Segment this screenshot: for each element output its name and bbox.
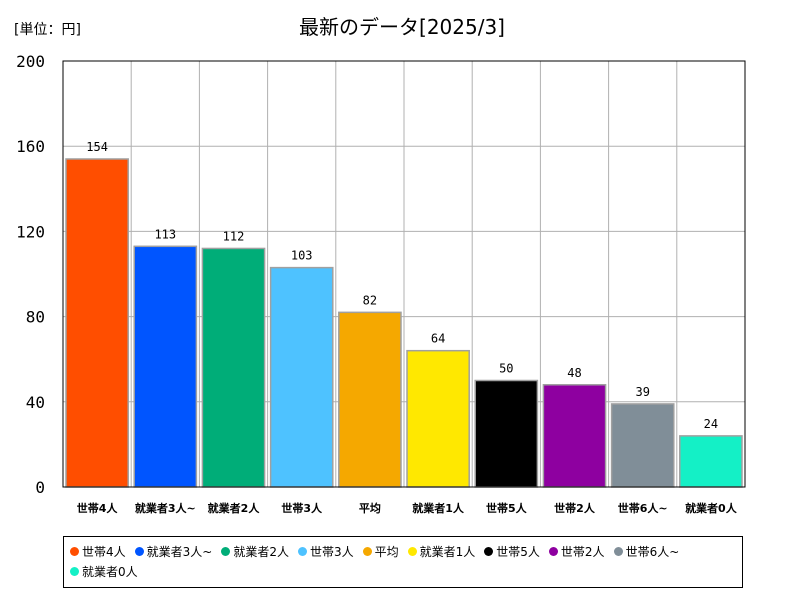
bar xyxy=(269,266,334,488)
data-label: 39 xyxy=(635,385,649,399)
legend-label: 就業者0人 xyxy=(82,564,138,579)
data-label: 113 xyxy=(154,227,176,241)
legend-label: 世帯6人~ xyxy=(625,544,680,559)
legend-label: 世帯3人 xyxy=(309,544,354,559)
x-tick-label: 世帯3人 xyxy=(281,501,323,515)
legend-item: 世帯6人~ xyxy=(613,541,680,561)
x-tick-label: 就業者3人~ xyxy=(135,501,196,515)
bar xyxy=(542,384,607,488)
legend-label: 就業者3人~ xyxy=(146,544,213,559)
legend: 世帯4人 就業者3人~ 就業者2人 世帯3人 平均 就業者1人 世帯5人 世帯2人 世帯6人~ 就… xyxy=(63,536,743,588)
bars xyxy=(65,158,743,488)
data-label: 24 xyxy=(704,417,718,431)
x-tick-label: 世帯5人 xyxy=(486,501,528,515)
y-axis-ticks: 0 40 80 120 160 200 xyxy=(16,52,45,497)
bar xyxy=(474,379,539,488)
legend-item: 就業者3人~ xyxy=(134,541,213,561)
legend-item: 世帯3人 xyxy=(297,541,354,561)
legend-item: 就業者1人 xyxy=(407,541,476,561)
legend-item: 平均 xyxy=(362,541,399,561)
legend-marker xyxy=(221,546,231,556)
legend-marker xyxy=(484,546,494,556)
data-labels: 154 113 112 103 82 64 50 48 39 24 xyxy=(86,140,718,431)
legend-marker xyxy=(134,546,144,556)
y-tick-label: 80 xyxy=(26,308,45,327)
legend-marker xyxy=(407,546,417,556)
legend-marker xyxy=(613,546,623,556)
x-tick-label: 就業者1人 xyxy=(412,501,465,515)
bar xyxy=(133,245,198,488)
bar xyxy=(201,247,266,488)
legend-marker xyxy=(70,546,79,556)
data-label: 50 xyxy=(499,362,513,376)
x-tick-label: 平均 xyxy=(359,501,381,515)
legend-label: 平均 xyxy=(374,544,399,559)
y-tick-label: 160 xyxy=(16,137,45,156)
legend-label: 就業者1人 xyxy=(419,544,476,559)
data-label: 112 xyxy=(223,229,245,243)
y-tick-label: 0 xyxy=(35,478,45,497)
legend-marker xyxy=(297,546,307,556)
legend-marker xyxy=(70,566,79,576)
plot-area-frame xyxy=(62,60,746,488)
bar xyxy=(679,435,743,488)
unit-label: [単位：円] xyxy=(14,22,81,38)
legend-label: 世帯5人 xyxy=(496,544,540,559)
x-axis-ticks: 世帯4人 就業者3人~ 就業者2人 世帯3人 平均 就業者1人 世帯5人 世帯2人 世帯6人~ 就… xyxy=(77,501,738,515)
bar xyxy=(610,403,675,488)
legend-label: 就業者2人 xyxy=(233,544,289,559)
y-tick-label: 120 xyxy=(16,222,45,241)
bar xyxy=(406,349,470,488)
x-tick-label: 世帯4人 xyxy=(77,501,119,515)
legend-label: 世帯4人 xyxy=(82,544,126,559)
y-tick-label: 40 xyxy=(26,393,45,412)
x-tick-label: 就業者0人 xyxy=(685,501,738,515)
data-label: 103 xyxy=(291,249,313,263)
data-label: 82 xyxy=(363,293,377,307)
data-label: 64 xyxy=(431,332,445,346)
legend-marker xyxy=(362,546,372,556)
y-tick-label: 200 xyxy=(16,52,45,71)
legend-item: 世帯4人 xyxy=(70,541,126,561)
legend-item: 世帯5人 xyxy=(484,541,540,561)
data-label: 48 xyxy=(567,366,581,380)
legend-item: 就業者0人 xyxy=(70,561,138,581)
x-tick-label: 世帯6人~ xyxy=(618,501,668,515)
bar xyxy=(338,311,402,488)
data-label: 154 xyxy=(86,140,108,154)
legend-marker xyxy=(548,546,558,556)
x-tick-label: 就業者2人 xyxy=(208,501,261,515)
bar xyxy=(65,158,129,488)
legend-label: 世帯2人 xyxy=(560,544,605,559)
bar-chart: [単位：円] 最新のデータ[2025/3] 0 40 80 120 160 200 154… xyxy=(14,15,746,515)
legend-item: 就業者2人 xyxy=(221,541,289,561)
x-tick-label: 世帯2人 xyxy=(554,501,596,515)
chart-title: 最新のデータ[2025/3] xyxy=(299,15,505,39)
legend-item: 世帯2人 xyxy=(548,541,605,561)
